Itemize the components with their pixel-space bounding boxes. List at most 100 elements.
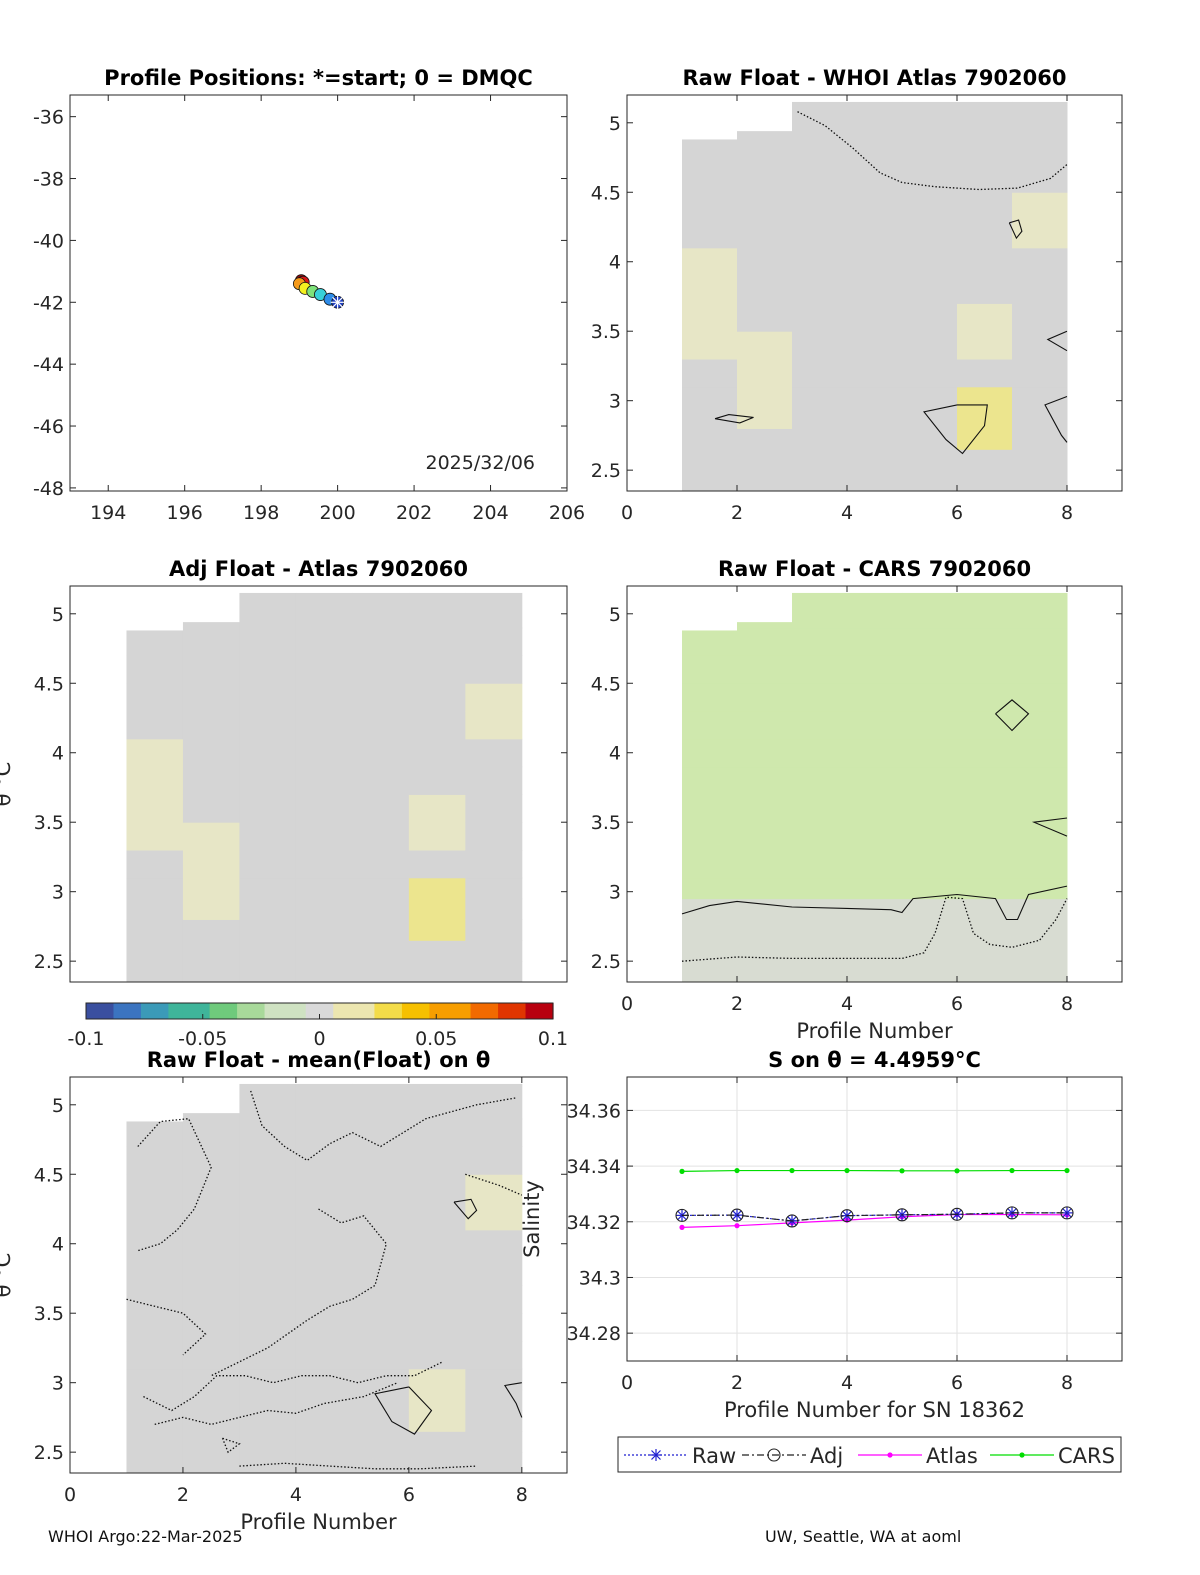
y-tick-label: 34.34 [567,1156,621,1178]
field-cell [295,592,353,629]
field-cell [957,275,1013,304]
field-cell [682,139,738,165]
x-tick-label: 8 [516,1484,528,1506]
y-tick-label: 4 [609,743,621,765]
contour-solid [1044,395,1068,443]
field-cell [295,1118,353,1147]
x-tick-label: 202 [396,502,432,524]
field-cell [126,1285,184,1314]
field-cell [1012,192,1068,221]
y-tick-label: -38 [33,169,64,191]
field-cell [182,1113,240,1120]
field-cell [792,303,848,332]
field-cell [957,428,1013,450]
field-cell [182,794,240,823]
x-tick-label: 2 [731,993,743,1015]
colorbar-cell [401,1003,417,1019]
field-cell [1012,136,1068,165]
y-tick-label: 3 [52,882,64,904]
series-line-atlas [681,1213,1068,1228]
contour-solid [453,1198,478,1220]
field-cell [295,1410,353,1432]
y-tick-label: 3.5 [34,812,64,834]
field-cell [1012,386,1068,409]
field-cell [847,331,903,360]
field-cell [1012,164,1068,193]
field-cell [126,738,184,768]
x-tick-label: 196 [167,502,203,524]
field-cell [352,1083,410,1120]
field-cell [1012,940,1068,962]
field-cell [295,655,353,684]
field-cell [902,766,958,795]
colorbar-cell [140,1003,156,1019]
field-cell [792,428,848,450]
field-cell [408,1389,466,1411]
field-cell [239,1174,297,1203]
field-cell [465,850,523,879]
colorbar-cell [113,1003,128,1019]
field-cell [239,1229,297,1259]
field-cell [239,592,297,629]
field-cell [1012,627,1068,656]
field-cell [126,919,184,941]
x-axis-label: Profile Number [240,1510,397,1534]
field-cell [126,1121,184,1147]
field-cell [352,961,410,983]
colorbar-cell [250,1003,266,1019]
field-cell [408,683,466,712]
field-cell [408,822,466,851]
field-cell [126,655,184,684]
field-cell [682,794,738,823]
colorbar-cell [86,1003,101,1019]
x-tick-label: 200 [319,502,355,524]
field-cell [957,136,1013,165]
field-cell [182,961,240,983]
field-cell [352,1146,410,1175]
contour-dotted [239,1462,477,1470]
colorbar-cell [539,1003,554,1019]
field-cell [465,738,523,768]
field-cell [182,627,240,656]
field-cell [902,627,958,656]
field-cell [182,1118,240,1147]
field-cell [737,449,793,471]
field-cell [902,386,958,409]
colorbar-cell [525,1003,540,1019]
field-cell [1012,850,1068,879]
series-point-adj [1005,1206,1019,1220]
field-cell [847,428,903,450]
field-cell [408,1410,466,1432]
field-cell [126,1410,184,1432]
colorbar-tick-label: 0.05 [415,1028,457,1050]
field-cell [682,359,738,388]
field-cell [682,630,738,656]
series-line-adj [681,1212,1067,1222]
field-cell [957,386,1013,409]
field-cell [902,592,958,629]
field-cell [295,711,353,740]
field-cell [902,822,958,851]
field-cell [295,898,353,920]
field-cell [352,1410,410,1432]
contour-solid [1046,330,1068,352]
field-cell [408,850,466,879]
series-point-cars [954,1168,960,1174]
colorbar-cell [484,1003,499,1019]
field-cell [126,1431,184,1453]
series-point-cars [789,1167,795,1174]
x-tick-label: 8 [1061,993,1073,1015]
field-cell [1012,683,1068,712]
field-cell [352,850,410,879]
y-axis-label: Salinity [520,1180,544,1258]
y-tick-label: -36 [33,107,64,129]
colorbar-cell [154,1003,170,1019]
field-cell [465,1341,523,1370]
field-cell [408,961,466,983]
field-cell [352,919,410,941]
field-cell [465,877,523,900]
field-cell [239,1202,297,1231]
field-cell [126,1174,184,1203]
x-tick-label: 8 [1061,1372,1073,1394]
field-cell [126,850,184,879]
